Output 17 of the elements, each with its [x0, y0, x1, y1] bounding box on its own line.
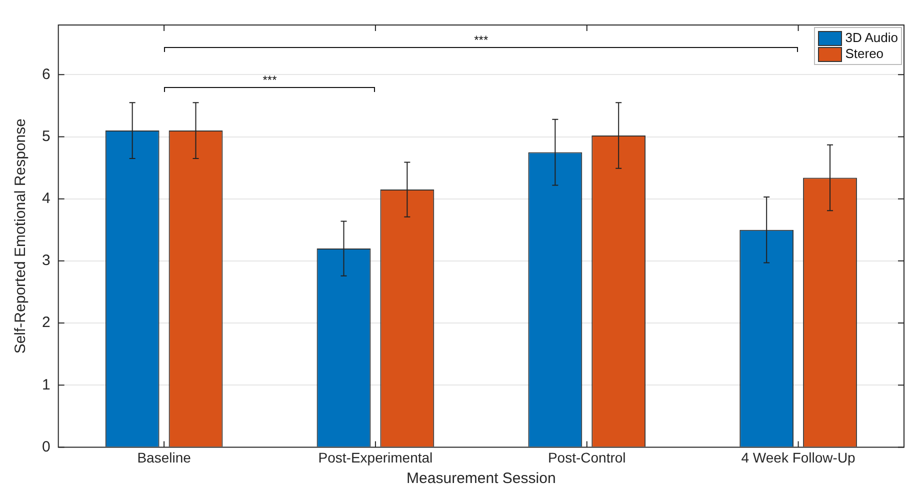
legend-label: 3D Audio	[845, 30, 898, 46]
y-tick-label: 4	[42, 190, 50, 207]
x-tick-label: Baseline	[137, 449, 192, 466]
annotation: ***	[262, 73, 278, 88]
x-tick-label: Post-Control	[548, 449, 626, 466]
y-tick-label: 6	[42, 66, 50, 83]
x-axis-title: Measurement Session	[406, 470, 556, 488]
y-axis-title: Self-Reported Emotional Response	[12, 118, 30, 354]
y-tick-label: 0	[42, 438, 50, 456]
x-tick-label: 4 Week Follow-Up	[741, 449, 856, 466]
y-tick-label: 1	[42, 376, 50, 394]
annotation: ***	[473, 32, 490, 47]
y-tick-label: 3	[42, 252, 50, 270]
legend-label: Stereo	[845, 46, 884, 62]
y-tick-label: 5	[42, 128, 50, 145]
y-tick-label: 2	[42, 314, 50, 332]
x-tick-label: Post-Experimental	[318, 449, 433, 466]
